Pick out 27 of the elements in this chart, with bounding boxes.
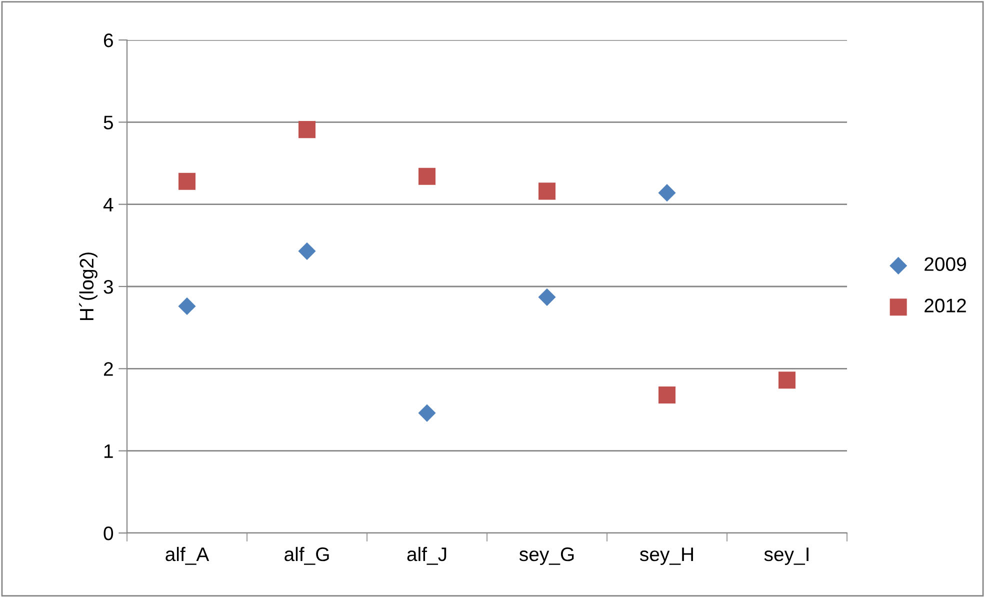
- y-axis-title: H´(log2): [79, 252, 98, 320]
- point: [418, 404, 436, 422]
- y-tick-label: 4: [103, 198, 114, 212]
- y-tick-label: 3: [104, 280, 113, 294]
- y-tick-label: 6: [104, 33, 113, 48]
- point: [298, 121, 316, 138]
- point: [538, 182, 556, 200]
- legend-label: 2012: [924, 298, 966, 312]
- x-tick-label: sey_H: [640, 548, 693, 566]
- point: [658, 184, 676, 202]
- y-tick-label: 1: [104, 444, 113, 458]
- point: [178, 172, 196, 190]
- point: [178, 297, 196, 316]
- y-tick-label: 2: [104, 362, 113, 376]
- point: [538, 288, 556, 306]
- x-tick-label: sey_I: [764, 548, 808, 566]
- x-tick-label: alf_J: [407, 546, 446, 565]
- y-tick-label: 5: [104, 116, 113, 130]
- x-tick-label: alf_G: [284, 546, 329, 565]
- point: [418, 168, 436, 185]
- y-tick-label: 0: [104, 526, 114, 540]
- point: [658, 386, 676, 404]
- x-tick-label: sey_G: [519, 547, 574, 566]
- point: [778, 372, 796, 389]
- x-tick-label: alf_A: [166, 546, 210, 565]
- legend-label: 2009: [924, 257, 966, 271]
- point: [298, 242, 316, 260]
